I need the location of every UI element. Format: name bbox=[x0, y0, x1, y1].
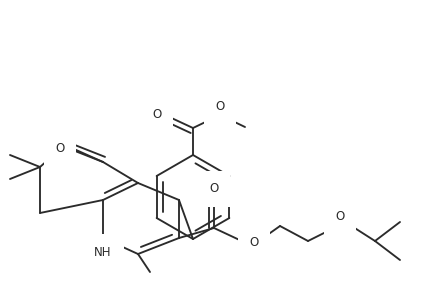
Text: O: O bbox=[209, 183, 219, 195]
Text: O: O bbox=[249, 236, 259, 249]
Text: O: O bbox=[215, 100, 225, 113]
Text: O: O bbox=[152, 108, 162, 121]
Text: NH: NH bbox=[94, 245, 112, 259]
Text: O: O bbox=[335, 210, 345, 224]
Text: O: O bbox=[56, 143, 64, 156]
